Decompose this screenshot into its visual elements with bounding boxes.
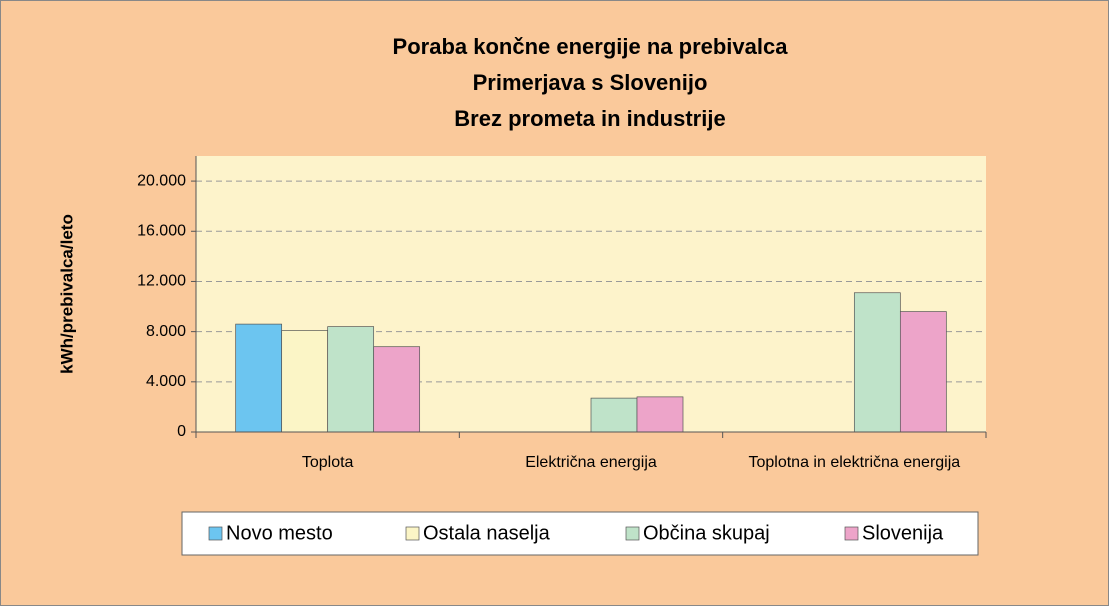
bar	[853, 292, 901, 433]
bar	[636, 396, 684, 433]
bar	[327, 326, 375, 433]
y-tick-label: 8.000	[146, 323, 186, 340]
legend-swatch	[208, 526, 223, 541]
legend-swatch	[405, 526, 420, 541]
legend-label: Novo mesto	[226, 522, 333, 544]
bar	[281, 330, 329, 433]
y-tick-label: 0	[177, 423, 186, 440]
x-tick-label: Električna energija	[525, 454, 657, 471]
y-tick-label: 4.000	[146, 373, 186, 390]
x-tick-label: Toplota	[301, 454, 354, 471]
bar	[373, 346, 421, 433]
legend-label: Ostala naselja	[423, 522, 551, 544]
chart-title: Poraba končne energije na prebivalca	[393, 34, 789, 59]
legend-swatch	[625, 526, 640, 541]
legend-label: Občina skupaj	[643, 522, 770, 544]
legend-label: Slovenija	[862, 522, 944, 544]
legend-swatch	[844, 526, 859, 541]
x-tick-label: Toplotna in električna energija	[748, 454, 961, 471]
chart-title: Brez prometa in industrije	[454, 106, 725, 131]
bar	[235, 323, 283, 433]
y-axis-label: kWh/prebivalca/leto	[57, 214, 76, 374]
chart-title: Primerjava s Slovenijo	[473, 70, 708, 95]
bar	[590, 397, 638, 433]
y-tick-label: 12.000	[137, 273, 186, 290]
y-tick-label: 20.000	[137, 172, 186, 189]
bar	[899, 311, 947, 433]
y-tick-label: 16.000	[137, 222, 186, 239]
